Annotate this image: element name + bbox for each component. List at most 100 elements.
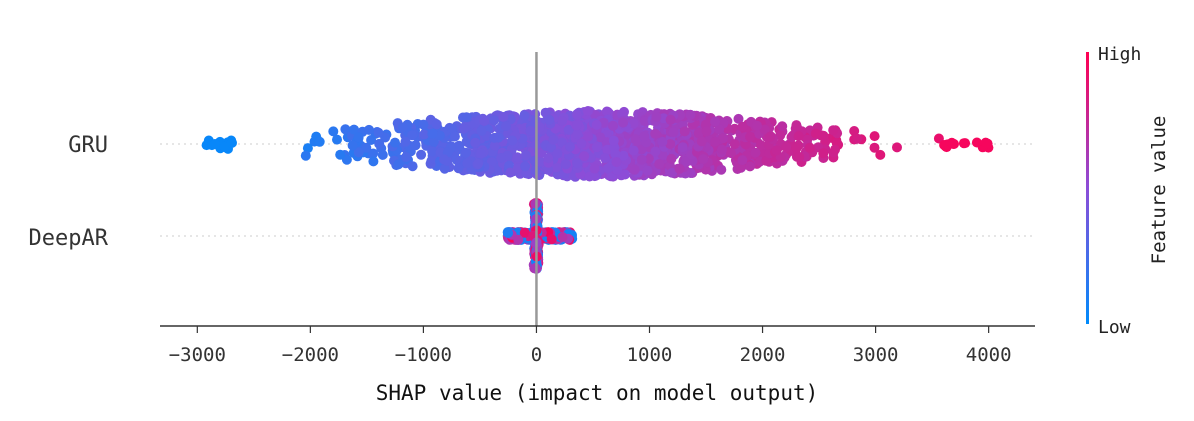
- gru-point: [419, 129, 430, 140]
- gru-point: [675, 110, 686, 121]
- gru-point: [347, 140, 358, 151]
- gru-point: [740, 139, 751, 150]
- gru-point: [576, 138, 587, 149]
- gru-point: [535, 156, 546, 167]
- gru-point: [397, 122, 408, 133]
- gru-point: [560, 159, 571, 170]
- x-ticks: −3000 −2000 −1000 0 1000 2000 3000 4000: [169, 326, 1012, 366]
- deepar-point: [503, 228, 514, 238]
- gru-point: [459, 123, 469, 134]
- gru-point: [777, 121, 788, 132]
- gru-point: [454, 140, 464, 151]
- gru-point: [603, 163, 613, 174]
- gru-point: [674, 163, 685, 174]
- gru-point: [650, 128, 661, 139]
- gru-point: [679, 126, 690, 137]
- gru-point: [470, 137, 481, 148]
- gru-point: [750, 147, 761, 158]
- gru-point: [361, 142, 372, 153]
- gru-point: [479, 116, 490, 126]
- gru-point: [971, 137, 982, 148]
- gru-point: [302, 143, 313, 154]
- deepar-point: [513, 234, 524, 245]
- gru-point: [349, 124, 359, 135]
- x-tick-label: −1000: [395, 344, 452, 366]
- gru-point: [849, 126, 860, 136]
- colorbar-gradient: [1086, 52, 1089, 324]
- gru-point: [601, 106, 612, 117]
- x-tick-label: 4000: [966, 344, 1012, 366]
- deepar-points: [502, 198, 578, 274]
- gru-point: [476, 148, 486, 159]
- gru-point: [543, 153, 554, 164]
- gru-point: [583, 106, 593, 116]
- gru-point: [416, 149, 427, 160]
- gru-point: [546, 142, 557, 153]
- gru-point: [551, 162, 562, 173]
- gru-point: [332, 134, 342, 145]
- gru-point: [696, 136, 707, 147]
- gru-point: [498, 112, 509, 122]
- gru-point: [818, 148, 829, 159]
- colorbar-high-label: High: [1098, 44, 1141, 65]
- gru-point: [410, 140, 421, 151]
- gru-point: [828, 125, 839, 136]
- gru-point: [771, 145, 782, 156]
- deepar-point: [557, 232, 568, 242]
- gru-point: [639, 131, 650, 142]
- gru-point: [473, 158, 484, 169]
- gru-point: [791, 120, 802, 131]
- gru-point: [636, 154, 647, 165]
- gru-point: [373, 127, 384, 138]
- gru-point: [639, 116, 650, 127]
- colorbar: High Low Feature value: [1086, 44, 1170, 338]
- gru-point: [368, 148, 379, 159]
- colorbar-low-label: Low: [1098, 317, 1131, 338]
- gru-point: [654, 159, 665, 170]
- feature-label-gru: GRU: [68, 133, 108, 158]
- gru-point: [698, 154, 709, 165]
- gru-point: [657, 136, 668, 147]
- gru-point: [489, 140, 500, 151]
- x-axis: −3000 −2000 −1000 0 1000 2000 3000 4000: [160, 325, 1035, 366]
- gru-point: [830, 144, 840, 155]
- gru-point: [572, 109, 583, 120]
- gru-point: [525, 125, 536, 136]
- gru-point: [390, 137, 400, 148]
- gru-point: [427, 128, 438, 139]
- gru-point: [418, 119, 429, 130]
- gru-point: [875, 149, 886, 160]
- gru-point: [982, 138, 993, 149]
- gru-point: [427, 146, 438, 157]
- gru-point: [793, 131, 804, 142]
- gru-point: [628, 118, 639, 129]
- gru-point: [611, 157, 622, 168]
- gru-point: [794, 151, 805, 162]
- gru-point: [393, 159, 404, 170]
- gru-point: [668, 127, 679, 138]
- gru-point: [431, 119, 442, 130]
- gru-point: [572, 158, 583, 169]
- gru-point: [543, 164, 554, 175]
- gru-point: [718, 133, 728, 144]
- gru-point: [505, 167, 516, 178]
- plot-area: [160, 52, 1035, 326]
- gru-point: [595, 132, 606, 143]
- gru-point: [489, 115, 500, 126]
- gru-point: [519, 110, 530, 121]
- gru-point: [781, 141, 792, 152]
- gru-point: [401, 152, 411, 162]
- gru-point: [710, 116, 721, 127]
- gru-point: [729, 139, 740, 150]
- gru-point: [804, 142, 815, 153]
- gru-point: [701, 126, 712, 137]
- gru-point: [810, 128, 821, 139]
- gru-point: [716, 164, 727, 175]
- gru-point: [548, 134, 559, 145]
- gru-point: [791, 143, 802, 154]
- gru-point: [650, 146, 661, 157]
- gru-point: [677, 142, 688, 153]
- gru-point: [565, 141, 575, 152]
- colorbar-title: Feature value: [1148, 116, 1170, 265]
- gru-point: [453, 163, 464, 174]
